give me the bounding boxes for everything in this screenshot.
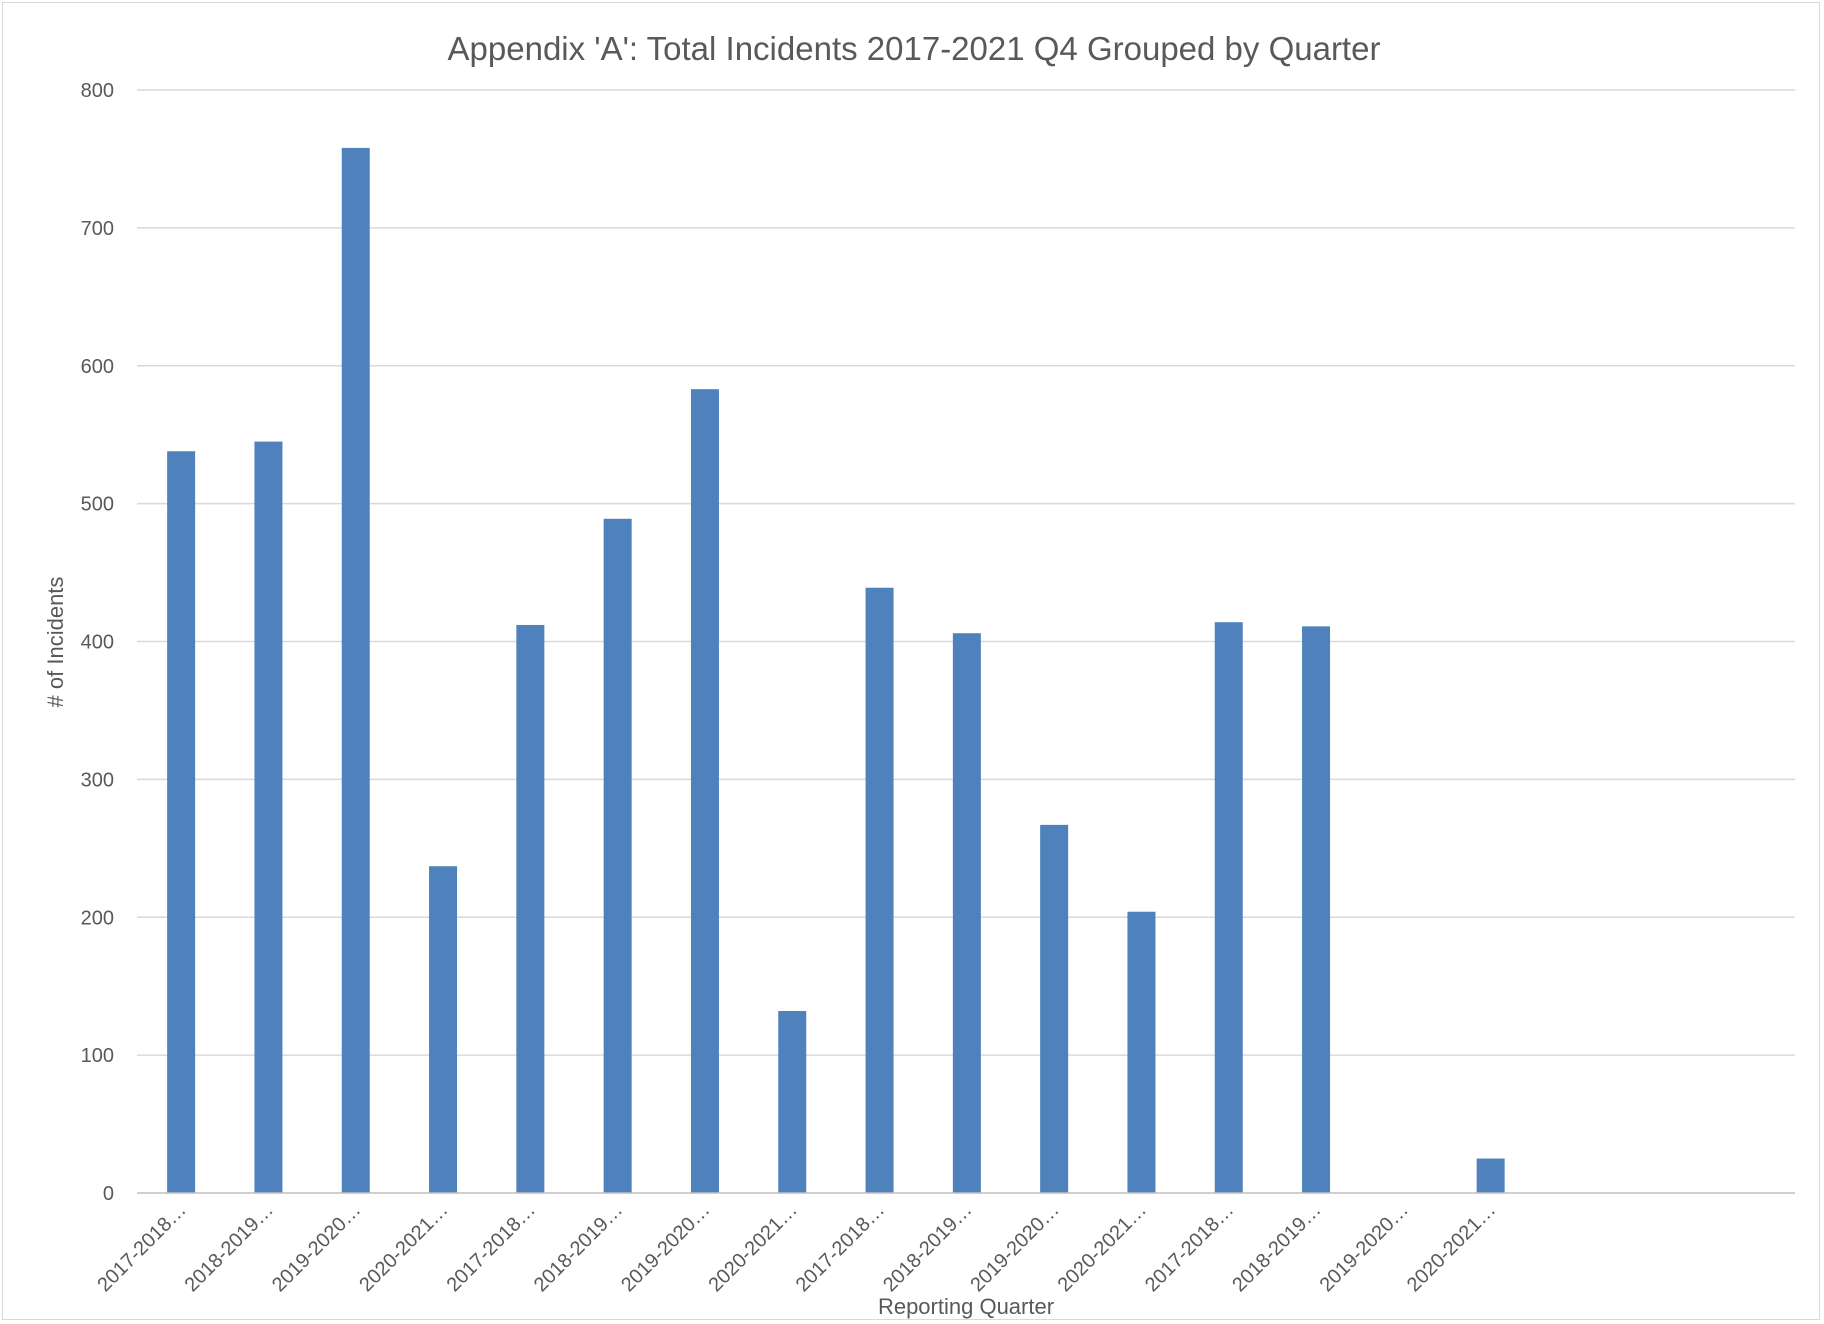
bar [778,1011,807,1193]
x-tick-label: 2017-2018… [93,1199,190,1296]
x-tick-label: 2019-2020… [617,1199,714,1296]
x-tick-label: 2019-2020… [966,1199,1063,1296]
y-tick-label: 600 [81,356,114,378]
y-tick-label: 400 [81,632,114,654]
x-tick-label: 2018-2019… [181,1199,278,1296]
x-tick-label: 2018-2019… [530,1199,627,1296]
bar [341,147,370,1194]
x-tick-label: 2017-2018… [443,1199,540,1296]
x-tick-label: 2020-2021… [1054,1199,1151,1296]
bars [167,147,1505,1194]
x-tick-label: 2019-2020… [268,1199,365,1296]
x-tick-label: 2020-2021… [355,1199,452,1296]
y-axis-ticks: 0 100 200 300 400 500 600 700 800 [81,80,114,1205]
bar [516,624,545,1193]
y-axis-title: # of Incidents [43,577,68,708]
bar [1302,626,1331,1193]
x-tick-label: 2017-2018… [1141,1199,1238,1296]
y-tick-label: 300 [81,769,114,791]
bar [865,587,894,1193]
chart-title: Appendix 'A': Total Incidents 2017-2021 … [448,30,1381,67]
y-tick-label: 800 [81,80,114,102]
y-tick-label: 700 [81,218,114,240]
bar [254,441,283,1193]
y-tick-label: 0 [103,1183,114,1205]
x-tick-label: 2019-2020… [1316,1199,1413,1296]
x-axis-title: Reporting Quarter [878,1294,1054,1319]
x-tick-label: 2018-2019… [879,1199,976,1296]
bar [603,518,632,1193]
bar [1476,1158,1505,1193]
bar [1040,824,1069,1193]
x-tick-label: 2017-2018… [792,1199,889,1296]
x-axis-ticks: 2017-2018…2018-2019…2019-2020…2020-2021…… [93,1199,1500,1296]
bar [429,866,458,1193]
x-tick-label: 2020-2021… [704,1199,801,1296]
x-tick-label: 2020-2021… [1403,1199,1500,1296]
y-tick-label: 100 [81,1045,114,1067]
y-tick-label: 500 [81,494,114,516]
bar [1127,911,1156,1193]
bar [167,451,196,1193]
bar [690,389,719,1194]
bar [952,633,981,1193]
x-tick-label: 2018-2019… [1228,1199,1325,1296]
y-tick-label: 200 [81,907,114,929]
gridlines [137,89,1795,1056]
bar [1214,622,1243,1193]
